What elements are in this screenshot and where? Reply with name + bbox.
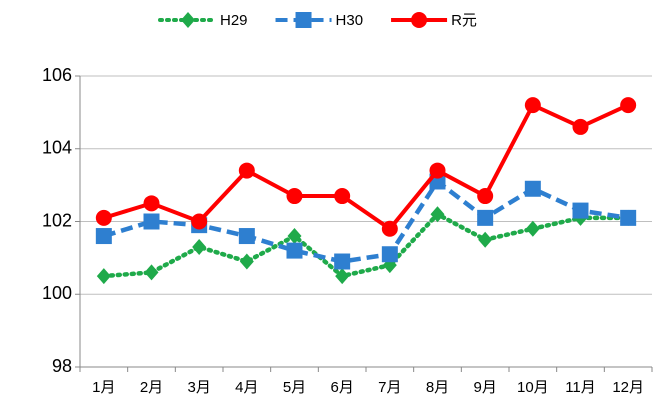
x-tick-label: 8月 — [426, 379, 449, 396]
marker — [620, 97, 637, 114]
marker — [238, 162, 255, 179]
marker — [429, 162, 446, 179]
marker — [524, 97, 541, 114]
marker — [192, 238, 207, 255]
y-tick-label: 98 — [52, 356, 72, 376]
marker — [238, 228, 255, 245]
marker — [334, 188, 351, 205]
x-tick-label: 3月 — [187, 379, 210, 396]
marker — [143, 195, 160, 212]
x-tick-label: 5月 — [283, 379, 306, 396]
marker — [620, 209, 637, 226]
marker — [572, 202, 589, 219]
x-tick-label: 11月 — [565, 379, 596, 396]
legend-label: H30 — [336, 12, 364, 29]
marker — [381, 246, 398, 263]
marker — [525, 220, 540, 237]
marker — [335, 268, 350, 285]
x-tick-label: 2月 — [140, 379, 163, 396]
marker — [572, 118, 589, 135]
legend-label: H29 — [220, 12, 248, 29]
marker — [381, 220, 398, 237]
marker — [286, 188, 303, 205]
x-tick-label: 6月 — [330, 379, 353, 396]
marker — [478, 231, 493, 248]
marker — [286, 242, 303, 259]
x-tick-label: 12月 — [612, 379, 644, 396]
marker — [96, 268, 111, 285]
marker — [143, 213, 160, 230]
x-tick-label: 4月 — [235, 379, 258, 396]
x-tick-label: 1月 — [92, 379, 115, 396]
series-line — [101, 211, 631, 279]
y-tick-label: 104 — [42, 138, 72, 158]
marker — [477, 188, 494, 205]
marker — [334, 253, 351, 270]
y-tick-label: 102 — [42, 210, 72, 230]
marker — [181, 12, 195, 28]
marker — [95, 209, 112, 226]
marker — [524, 180, 541, 197]
marker — [95, 228, 112, 245]
y-tick-label: 106 — [42, 65, 72, 85]
marker — [144, 264, 159, 281]
legend: H29 H30 R元 — [158, 12, 477, 29]
marker — [411, 12, 428, 28]
marker — [191, 213, 208, 230]
marker — [295, 12, 312, 28]
marker — [287, 228, 302, 245]
x-tick-label: 10月 — [517, 379, 549, 396]
series-line — [103, 102, 629, 232]
marker — [430, 206, 445, 223]
x-tick-label: 7月 — [378, 379, 401, 396]
x-tick-label: 9月 — [473, 379, 496, 396]
marker — [477, 209, 494, 226]
legend-label: R元 — [451, 12, 477, 29]
y-tick-label: 100 — [42, 283, 72, 303]
marker — [239, 253, 254, 270]
